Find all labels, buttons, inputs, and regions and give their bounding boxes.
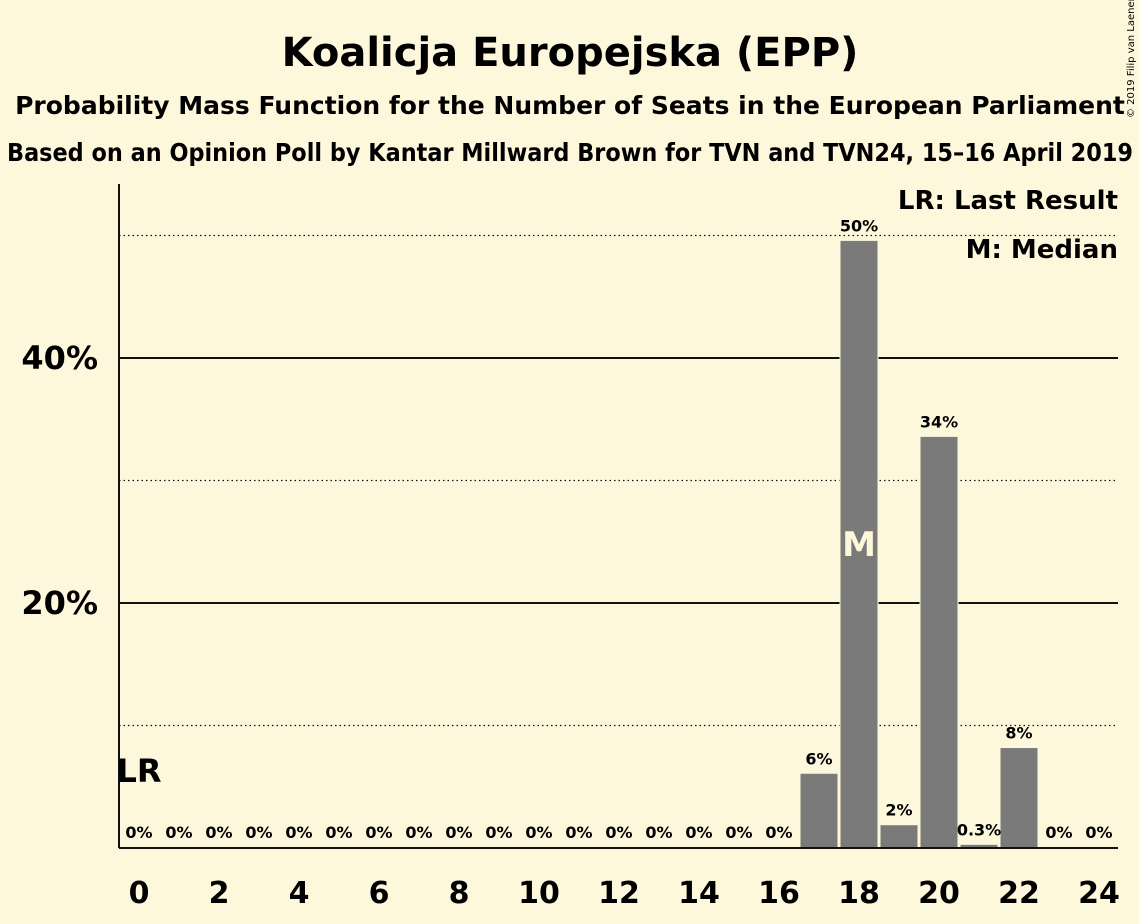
chart-title: Koalicja Europejska (EPP) <box>282 30 859 76</box>
bar-label-seat-22: 8% <box>1005 724 1032 743</box>
bar-label-seat-24: 0% <box>1085 823 1112 842</box>
bar-seat-17 <box>799 772 839 849</box>
bar-label-seat-1: 0% <box>165 823 192 842</box>
chart-subtitle-poll: Based on an Opinion Poll by Kantar Millw… <box>7 138 1133 167</box>
markers: LR M <box>116 525 875 790</box>
legend-last-result: LR: Last Result <box>898 186 1118 216</box>
bars <box>799 239 1039 849</box>
x-tick-4: 4 <box>289 876 310 911</box>
x-tick-2: 2 <box>209 876 230 911</box>
x-tick-12: 12 <box>598 876 640 911</box>
bar-seat-22 <box>999 747 1039 849</box>
bar-label-seat-0: 0% <box>125 823 152 842</box>
bar-seat-20 <box>919 435 959 849</box>
x-tick-10: 10 <box>518 876 560 911</box>
copyright-notice: © 2019 Filip van Laenen <box>1126 0 1137 118</box>
bar-label-seat-18: 50% <box>840 216 878 235</box>
bar-label-seat-17: 6% <box>805 749 832 768</box>
x-tick-6: 6 <box>369 876 390 911</box>
axes <box>118 184 1118 849</box>
bar-label-seat-10: 0% <box>525 823 552 842</box>
bar-label-seat-5: 0% <box>325 823 352 842</box>
last-result-marker: LR <box>116 752 161 790</box>
bar-label-seat-3: 0% <box>245 823 272 842</box>
median-marker: M <box>842 525 876 565</box>
bar-value-labels: 0% 0% 0% 0% 0% 0% 0% 0% 0% 0% 0% 0% 0% 0% 0% 0% 0% 6% 50% 2… <box>125 216 1112 842</box>
chart-subtitle: Probability Mass Function for the Number… <box>15 91 1125 120</box>
y-axis-ticks: 20% 40% <box>21 339 98 622</box>
x-axis-ticks: 0 2 4 6 8 10 12 14 16 18 20 22 24 <box>129 876 1120 911</box>
x-tick-16: 16 <box>758 876 800 911</box>
x-tick-14: 14 <box>678 876 720 911</box>
bar-label-seat-15: 0% <box>725 823 752 842</box>
bar-label-seat-4: 0% <box>285 823 312 842</box>
x-tick-8: 8 <box>449 876 470 911</box>
bar-label-seat-16: 0% <box>765 823 792 842</box>
bar-label-seat-19: 2% <box>885 801 912 820</box>
bar-label-seat-21: 0.3% <box>957 820 1001 839</box>
bar-label-seat-12: 0% <box>605 823 632 842</box>
bar-label-seat-8: 0% <box>445 823 472 842</box>
y-tick-40: 40% <box>21 339 98 377</box>
bar-label-seat-7: 0% <box>405 823 432 842</box>
x-tick-0: 0 <box>129 876 150 911</box>
bar-label-seat-6: 0% <box>365 823 392 842</box>
x-tick-20: 20 <box>918 876 960 911</box>
bar-seat-19 <box>879 824 919 849</box>
x-tick-22: 22 <box>998 876 1040 911</box>
bar-label-seat-11: 0% <box>565 823 592 842</box>
bar-seat-18 <box>839 239 879 849</box>
y-tick-20: 20% <box>21 584 98 622</box>
bar-label-seat-13: 0% <box>645 823 672 842</box>
gridlines <box>119 234 1118 727</box>
bar-label-seat-9: 0% <box>485 823 512 842</box>
bar-label-seat-23: 0% <box>1045 823 1072 842</box>
bar-label-seat-2: 0% <box>205 823 232 842</box>
x-tick-18: 18 <box>838 876 880 911</box>
bar-label-seat-20: 34% <box>920 412 958 431</box>
legend-median: M: Median <box>966 235 1118 265</box>
bar-label-seat-14: 0% <box>685 823 712 842</box>
x-tick-24: 24 <box>1078 876 1120 911</box>
